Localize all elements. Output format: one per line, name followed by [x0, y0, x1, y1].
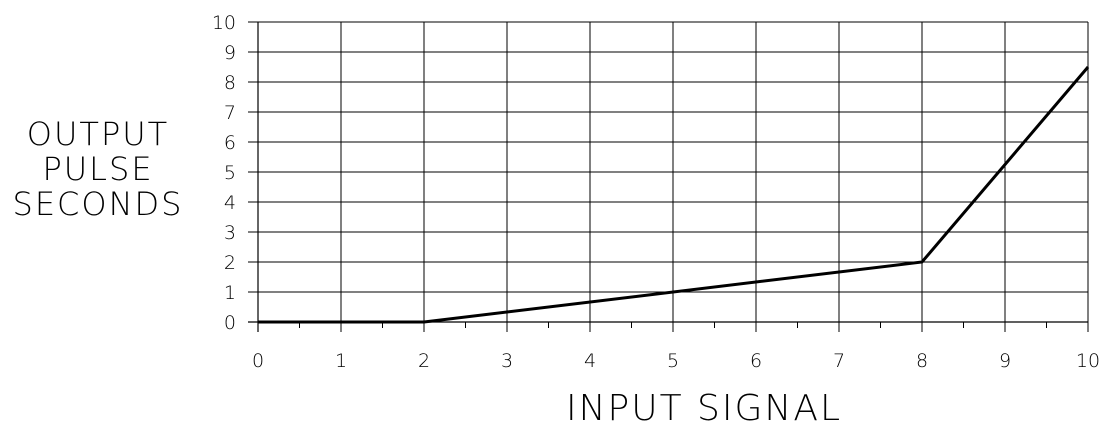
y-tick-label-8: 8: [224, 72, 236, 94]
y-axis-title-line-3: SECONDS: [13, 185, 184, 223]
x-tick-label-4: 4: [584, 350, 596, 372]
y-tick-label-2: 2: [224, 252, 236, 274]
y-tick-label-0: 0: [224, 312, 236, 334]
x-tick-label-10: 10: [1076, 350, 1100, 372]
x-tick-label-7: 7: [833, 350, 845, 372]
y-tick-label-10: 10: [212, 12, 236, 34]
y-tick-label-9: 9: [224, 42, 236, 64]
x-tick-label-8: 8: [916, 350, 928, 372]
x-tick-label-2: 2: [418, 350, 430, 372]
y-axis-title: OUTPUT PULSE SECONDS: [13, 115, 184, 223]
y-tick-label-7: 7: [224, 102, 236, 124]
x-tick-label-9: 9: [999, 350, 1011, 372]
y-tick-label-6: 6: [224, 132, 236, 154]
grid: [258, 21, 1089, 322]
y-tick-label-5: 5: [224, 162, 236, 184]
series-line-0: [258, 66, 1090, 324]
y-tick-label-4: 4: [224, 192, 236, 214]
x-tick-label-6: 6: [750, 350, 762, 372]
axes: [248, 21, 1089, 332]
x-tick-label-0: 0: [252, 350, 264, 372]
y-axis-title-line-1: OUTPUT: [27, 115, 169, 153]
x-tick-label-3: 3: [501, 350, 513, 372]
y-axis-title-line-2: PULSE: [42, 150, 153, 188]
x-axis-title: INPUT SIGNAL: [566, 388, 842, 426]
series-group: [257, 66, 1090, 324]
x-tick-label-5: 5: [667, 350, 679, 372]
y-tick-label-1: 1: [224, 282, 236, 304]
y-tick-label-3: 3: [224, 222, 236, 244]
x-tick-labels: 0 1 2 3 4 5 6 7 8 9 10: [252, 350, 1100, 372]
x-tick-label-1: 1: [335, 350, 347, 372]
y-tick-labels: 0 1 2 3 4 5 6 7 8 9 10: [212, 12, 236, 334]
